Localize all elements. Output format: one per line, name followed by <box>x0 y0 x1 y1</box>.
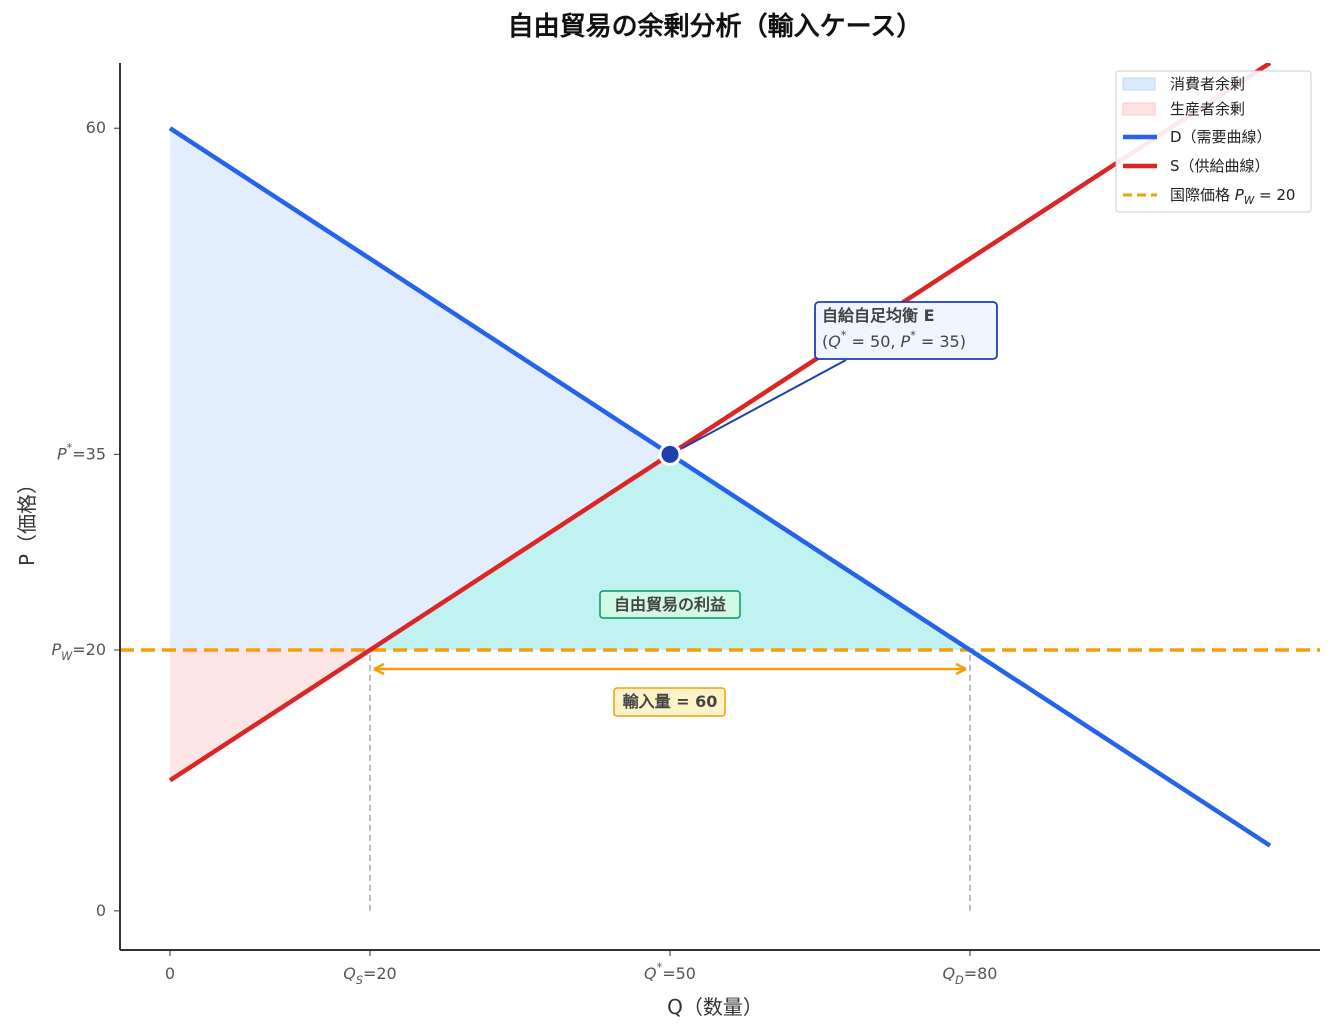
x-tick-label: 0 <box>165 964 175 983</box>
chart-title: 自由貿易の余剰分析（輸入ケース） <box>508 11 923 42</box>
annotation: 自給自足均衡 E <box>822 306 935 325</box>
legend-label: 消費者余剰 <box>1170 75 1245 93</box>
annotation: 輸入量 = 60 <box>623 692 718 711</box>
annotation: 自由貿易の利益 <box>614 595 726 614</box>
series-line <box>168 126 1272 848</box>
x-tick-label: QD=80 <box>943 964 998 987</box>
annotation: (Q* = 50, P* = 35) <box>822 329 966 351</box>
y-tick-label: 0 <box>96 900 106 919</box>
series-line <box>168 63 1272 783</box>
legend-label: 生産者余剰 <box>1170 100 1245 118</box>
annotation-box <box>814 301 998 360</box>
legend-box <box>1115 70 1312 213</box>
legend-label: D（需要曲線） <box>1170 128 1272 146</box>
annotation-pointer <box>681 359 847 450</box>
y-tick-label: PW=20 <box>52 639 106 662</box>
legend-swatch <box>1122 77 1156 91</box>
y-tick-label: P*=35 <box>57 441 106 463</box>
y-tick-label: 60 <box>86 118 106 137</box>
x-tick-label: Q*=50 <box>644 961 696 983</box>
legend-swatch <box>1122 102 1156 116</box>
annotation-box <box>613 687 726 717</box>
x-axis-label: Q（数量） <box>667 995 763 1019</box>
gain-area <box>370 454 970 650</box>
equilibrium-point <box>658 442 682 466</box>
arrow-head <box>373 662 967 676</box>
annotation-box <box>599 590 741 619</box>
x-tick-label: QS=20 <box>343 964 396 987</box>
y-axis-label: P（価格） <box>15 474 39 566</box>
legend-label: S（供給曲線） <box>1170 157 1270 175</box>
legend-label: 国際価格 PW = 20 <box>1170 186 1295 208</box>
